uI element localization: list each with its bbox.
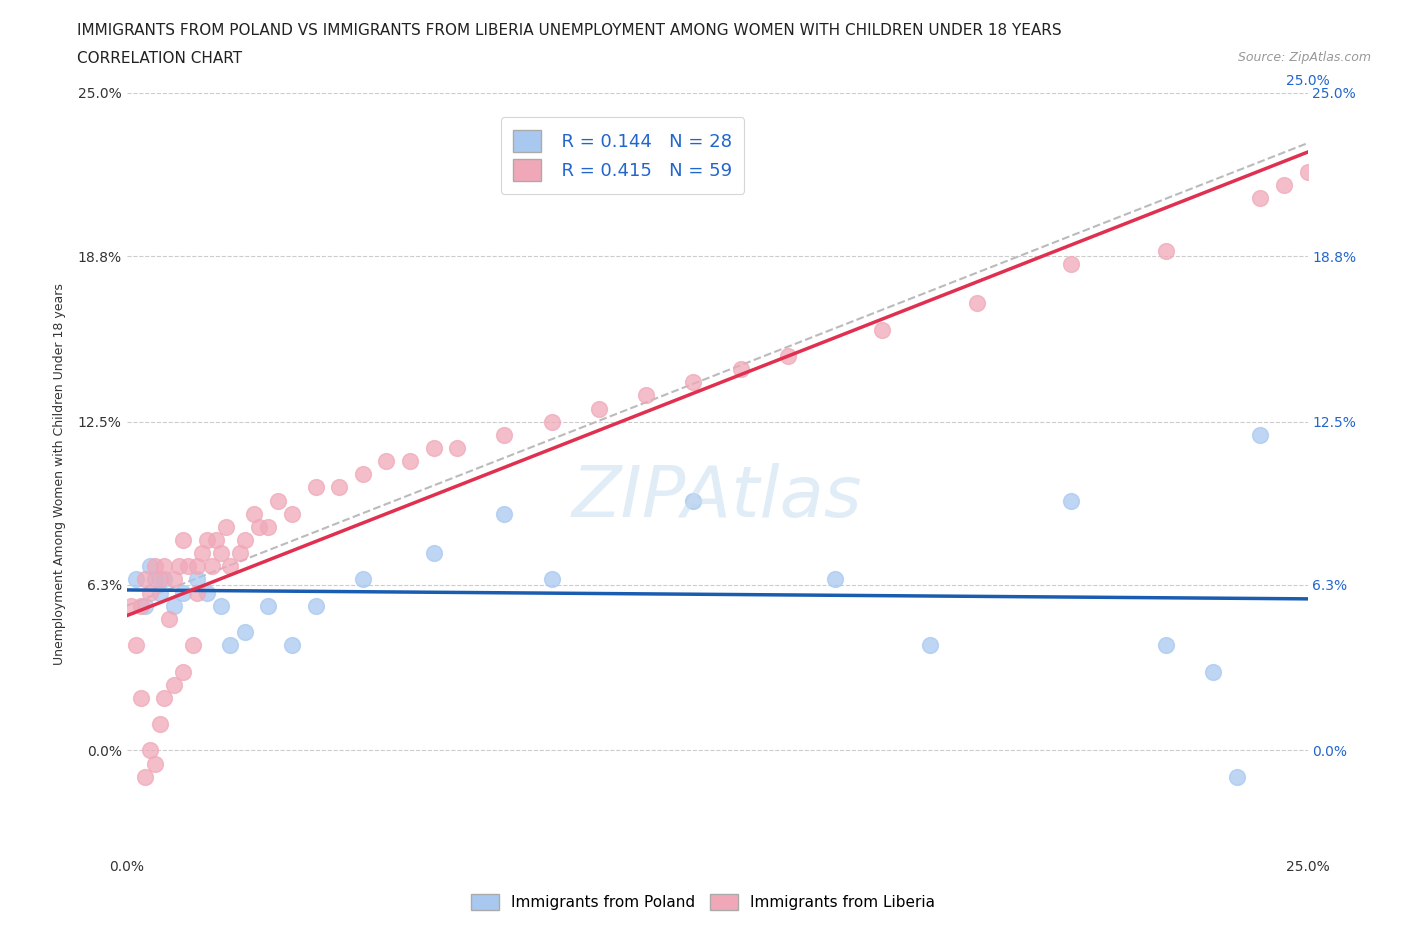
Point: [219, 559, 242, 574]
Point: [824, 572, 846, 587]
Point: [143, 756, 166, 771]
Point: [966, 296, 988, 311]
Point: [304, 598, 326, 613]
Point: [281, 506, 304, 521]
Legend: Immigrants from Poland, Immigrants from Liberia: Immigrants from Poland, Immigrants from …: [464, 886, 942, 918]
Point: [195, 533, 218, 548]
Point: [195, 585, 218, 600]
Point: [328, 480, 350, 495]
Point: [143, 572, 166, 587]
Point: [120, 598, 142, 613]
Point: [205, 533, 228, 548]
Point: [399, 454, 422, 469]
Point: [494, 506, 516, 521]
Point: [149, 585, 172, 600]
Point: [149, 717, 172, 732]
Point: [257, 520, 280, 535]
Point: [172, 585, 194, 600]
Y-axis label: Unemployment Among Women with Children Under 18 years: Unemployment Among Women with Children U…: [53, 284, 66, 665]
Point: [1249, 428, 1271, 443]
Point: [215, 520, 238, 535]
Point: [682, 375, 704, 390]
Point: [776, 349, 799, 364]
Point: [134, 598, 156, 613]
Point: [1060, 493, 1083, 508]
Point: [153, 559, 176, 574]
Point: [257, 598, 280, 613]
Point: [1154, 244, 1177, 259]
Point: [143, 559, 166, 574]
Point: [872, 322, 894, 337]
Point: [149, 572, 172, 587]
Point: [177, 559, 200, 574]
Point: [422, 441, 444, 456]
Point: [186, 559, 208, 574]
Point: [209, 546, 232, 561]
Point: [153, 690, 176, 705]
Point: [163, 572, 186, 587]
Point: [167, 559, 190, 574]
Point: [730, 362, 752, 377]
Point: [139, 585, 162, 600]
Point: [209, 598, 232, 613]
Point: [129, 598, 152, 613]
Point: [134, 769, 156, 784]
Point: [267, 493, 290, 508]
Point: [157, 612, 180, 627]
Point: [1154, 638, 1177, 653]
Point: [172, 533, 194, 548]
Point: [172, 664, 194, 679]
Point: [281, 638, 304, 653]
Point: [233, 533, 256, 548]
Text: ZIPAtlas: ZIPAtlas: [572, 463, 862, 532]
Point: [494, 428, 516, 443]
Point: [540, 414, 562, 429]
Point: [163, 598, 186, 613]
Point: [186, 572, 208, 587]
Point: [352, 572, 374, 587]
Point: [1202, 664, 1225, 679]
Text: Source: ZipAtlas.com: Source: ZipAtlas.com: [1237, 51, 1371, 64]
Point: [1249, 191, 1271, 206]
Point: [233, 625, 256, 640]
Point: [153, 572, 176, 587]
Point: [139, 743, 162, 758]
Point: [446, 441, 468, 456]
Point: [186, 585, 208, 600]
Point: [682, 493, 704, 508]
Point: [588, 401, 610, 416]
Legend:   R = 0.144   N = 28,   R = 0.415   N = 59: R = 0.144 N = 28, R = 0.415 N = 59: [501, 117, 744, 193]
Point: [139, 559, 162, 574]
Point: [191, 546, 214, 561]
Point: [219, 638, 242, 653]
Point: [352, 467, 374, 482]
Point: [243, 506, 266, 521]
Point: [129, 690, 152, 705]
Point: [1226, 769, 1249, 784]
Point: [918, 638, 941, 653]
Point: [247, 520, 270, 535]
Point: [1060, 257, 1083, 272]
Point: [163, 677, 186, 692]
Point: [125, 572, 148, 587]
Point: [125, 638, 148, 653]
Text: IMMIGRANTS FROM POLAND VS IMMIGRANTS FROM LIBERIA UNEMPLOYMENT AMONG WOMEN WITH : IMMIGRANTS FROM POLAND VS IMMIGRANTS FRO…: [77, 23, 1062, 38]
Point: [375, 454, 398, 469]
Text: CORRELATION CHART: CORRELATION CHART: [77, 51, 242, 66]
Point: [134, 572, 156, 587]
Point: [229, 546, 252, 561]
Point: [636, 388, 658, 403]
Point: [304, 480, 326, 495]
Point: [540, 572, 562, 587]
Point: [422, 546, 444, 561]
Point: [181, 638, 204, 653]
Point: [1296, 165, 1319, 179]
Point: [1272, 178, 1295, 193]
Point: [200, 559, 222, 574]
